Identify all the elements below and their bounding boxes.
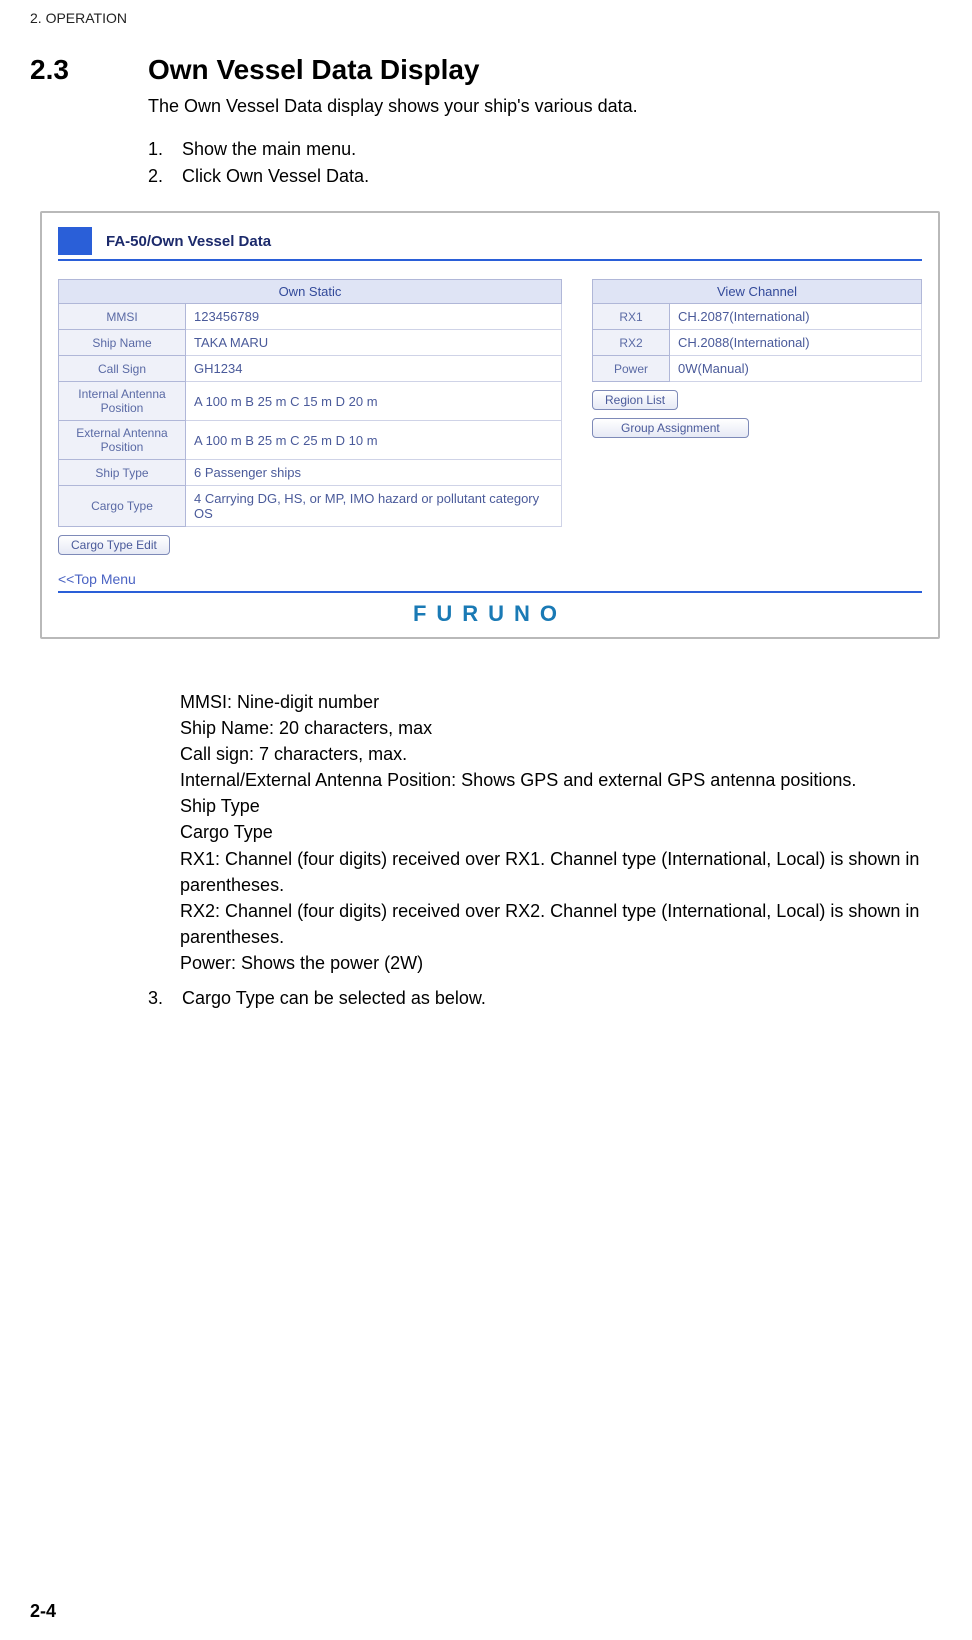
field-value: GH1234 [186,356,562,382]
step-text: Show the main menu. [182,139,356,160]
field-value: 6 Passenger ships [186,460,562,486]
brand-logo: FURUNO [58,601,922,627]
top-menu-link[interactable]: <<Top Menu [58,571,922,587]
table-row: Call Sign GH1234 [59,356,562,382]
bottom-rule [58,591,922,593]
field-label: Power [593,356,670,382]
step-list: 1. Show the main menu. 2. Click Own Vess… [148,139,942,187]
group-assignment-button[interactable]: Group Assignment [592,418,749,438]
table-row: Cargo Type 4 Carrying DG, HS, or MP, IMO… [59,486,562,527]
field-value: CH.2088(International) [670,330,922,356]
field-value: A 100 m B 25 m C 15 m D 20 m [186,382,562,421]
field-label: MMSI [59,304,186,330]
table-row: Power 0W(Manual) [593,356,922,382]
field-value: A 100 m B 25 m C 25 m D 10 m [186,421,562,460]
field-descriptions: MMSI: Nine-digit number Ship Name: 20 ch… [180,689,922,976]
field-value: 123456789 [186,304,562,330]
field-label: Call Sign [59,356,186,382]
screenshot-title: FA-50/Own Vessel Data [106,233,271,250]
table-row: Internal Antenna Position A 100 m B 25 m… [59,382,562,421]
table-row: RX1 CH.2087(International) [593,304,922,330]
step-item: 1. Show the main menu. [148,139,942,160]
field-label: Ship Name [59,330,186,356]
desc-line: RX1: Channel (four digits) received over… [180,846,922,898]
desc-line: Cargo Type [180,819,922,845]
step-text: Cargo Type can be selected as below. [182,988,486,1009]
section-intro: The Own Vessel Data display shows your s… [148,96,942,117]
field-value: 4 Carrying DG, HS, or MP, IMO hazard or … [186,486,562,527]
step-item: 2. Click Own Vessel Data. [148,166,942,187]
field-label: Cargo Type [59,486,186,527]
title-rule [58,259,922,261]
step-number: 3. [148,988,182,1009]
desc-line: Internal/External Antenna Position: Show… [180,767,922,793]
cargo-type-edit-button[interactable]: Cargo Type Edit [58,535,170,555]
table-row: MMSI 123456789 [59,304,562,330]
table-row: Ship Name TAKA MARU [59,330,562,356]
page-number: 2-4 [30,1601,56,1622]
desc-line: MMSI: Nine-digit number [180,689,922,715]
region-list-button[interactable]: Region List [592,390,678,410]
desc-line: Ship Type [180,793,922,819]
field-label: Ship Type [59,460,186,486]
view-channel-header: View Channel [593,280,922,304]
section-number: 2.3 [30,54,148,86]
desc-line: RX2: Channel (four digits) received over… [180,898,922,950]
field-label: RX2 [593,330,670,356]
field-label: External Antenna Position [59,421,186,460]
table-row: External Antenna Position A 100 m B 25 m… [59,421,562,460]
field-label: RX1 [593,304,670,330]
screenshot-title-row: FA-50/Own Vessel Data [58,227,922,255]
field-value: CH.2087(International) [670,304,922,330]
step-number: 1. [148,139,182,160]
desc-line: Power: Shows the power (2W) [180,950,922,976]
section-heading: 2.3 Own Vessel Data Display [30,54,942,86]
table-row: Ship Type 6 Passenger ships [59,460,562,486]
table-row: RX2 CH.2088(International) [593,330,922,356]
own-static-header: Own Static [59,280,562,304]
field-label: Internal Antenna Position [59,382,186,421]
screenshot-box: FA-50/Own Vessel Data Own Static MMSI 12… [40,211,940,639]
desc-line: Ship Name: 20 characters, max [180,715,922,741]
step-number: 2. [148,166,182,187]
view-channel-panel: View Channel RX1 CH.2087(International) … [592,279,922,555]
desc-line: Call sign: 7 characters, max. [180,741,922,767]
field-value: TAKA MARU [186,330,562,356]
title-square-icon [58,227,92,255]
chapter-header: 2. OPERATION [30,10,942,26]
step-text: Click Own Vessel Data. [182,166,369,187]
field-value: 0W(Manual) [670,356,922,382]
section-title: Own Vessel Data Display [148,54,480,86]
step-item: 3. Cargo Type can be selected as below. [148,988,942,1009]
own-static-panel: Own Static MMSI 123456789 Ship Name TAKA… [58,279,562,555]
